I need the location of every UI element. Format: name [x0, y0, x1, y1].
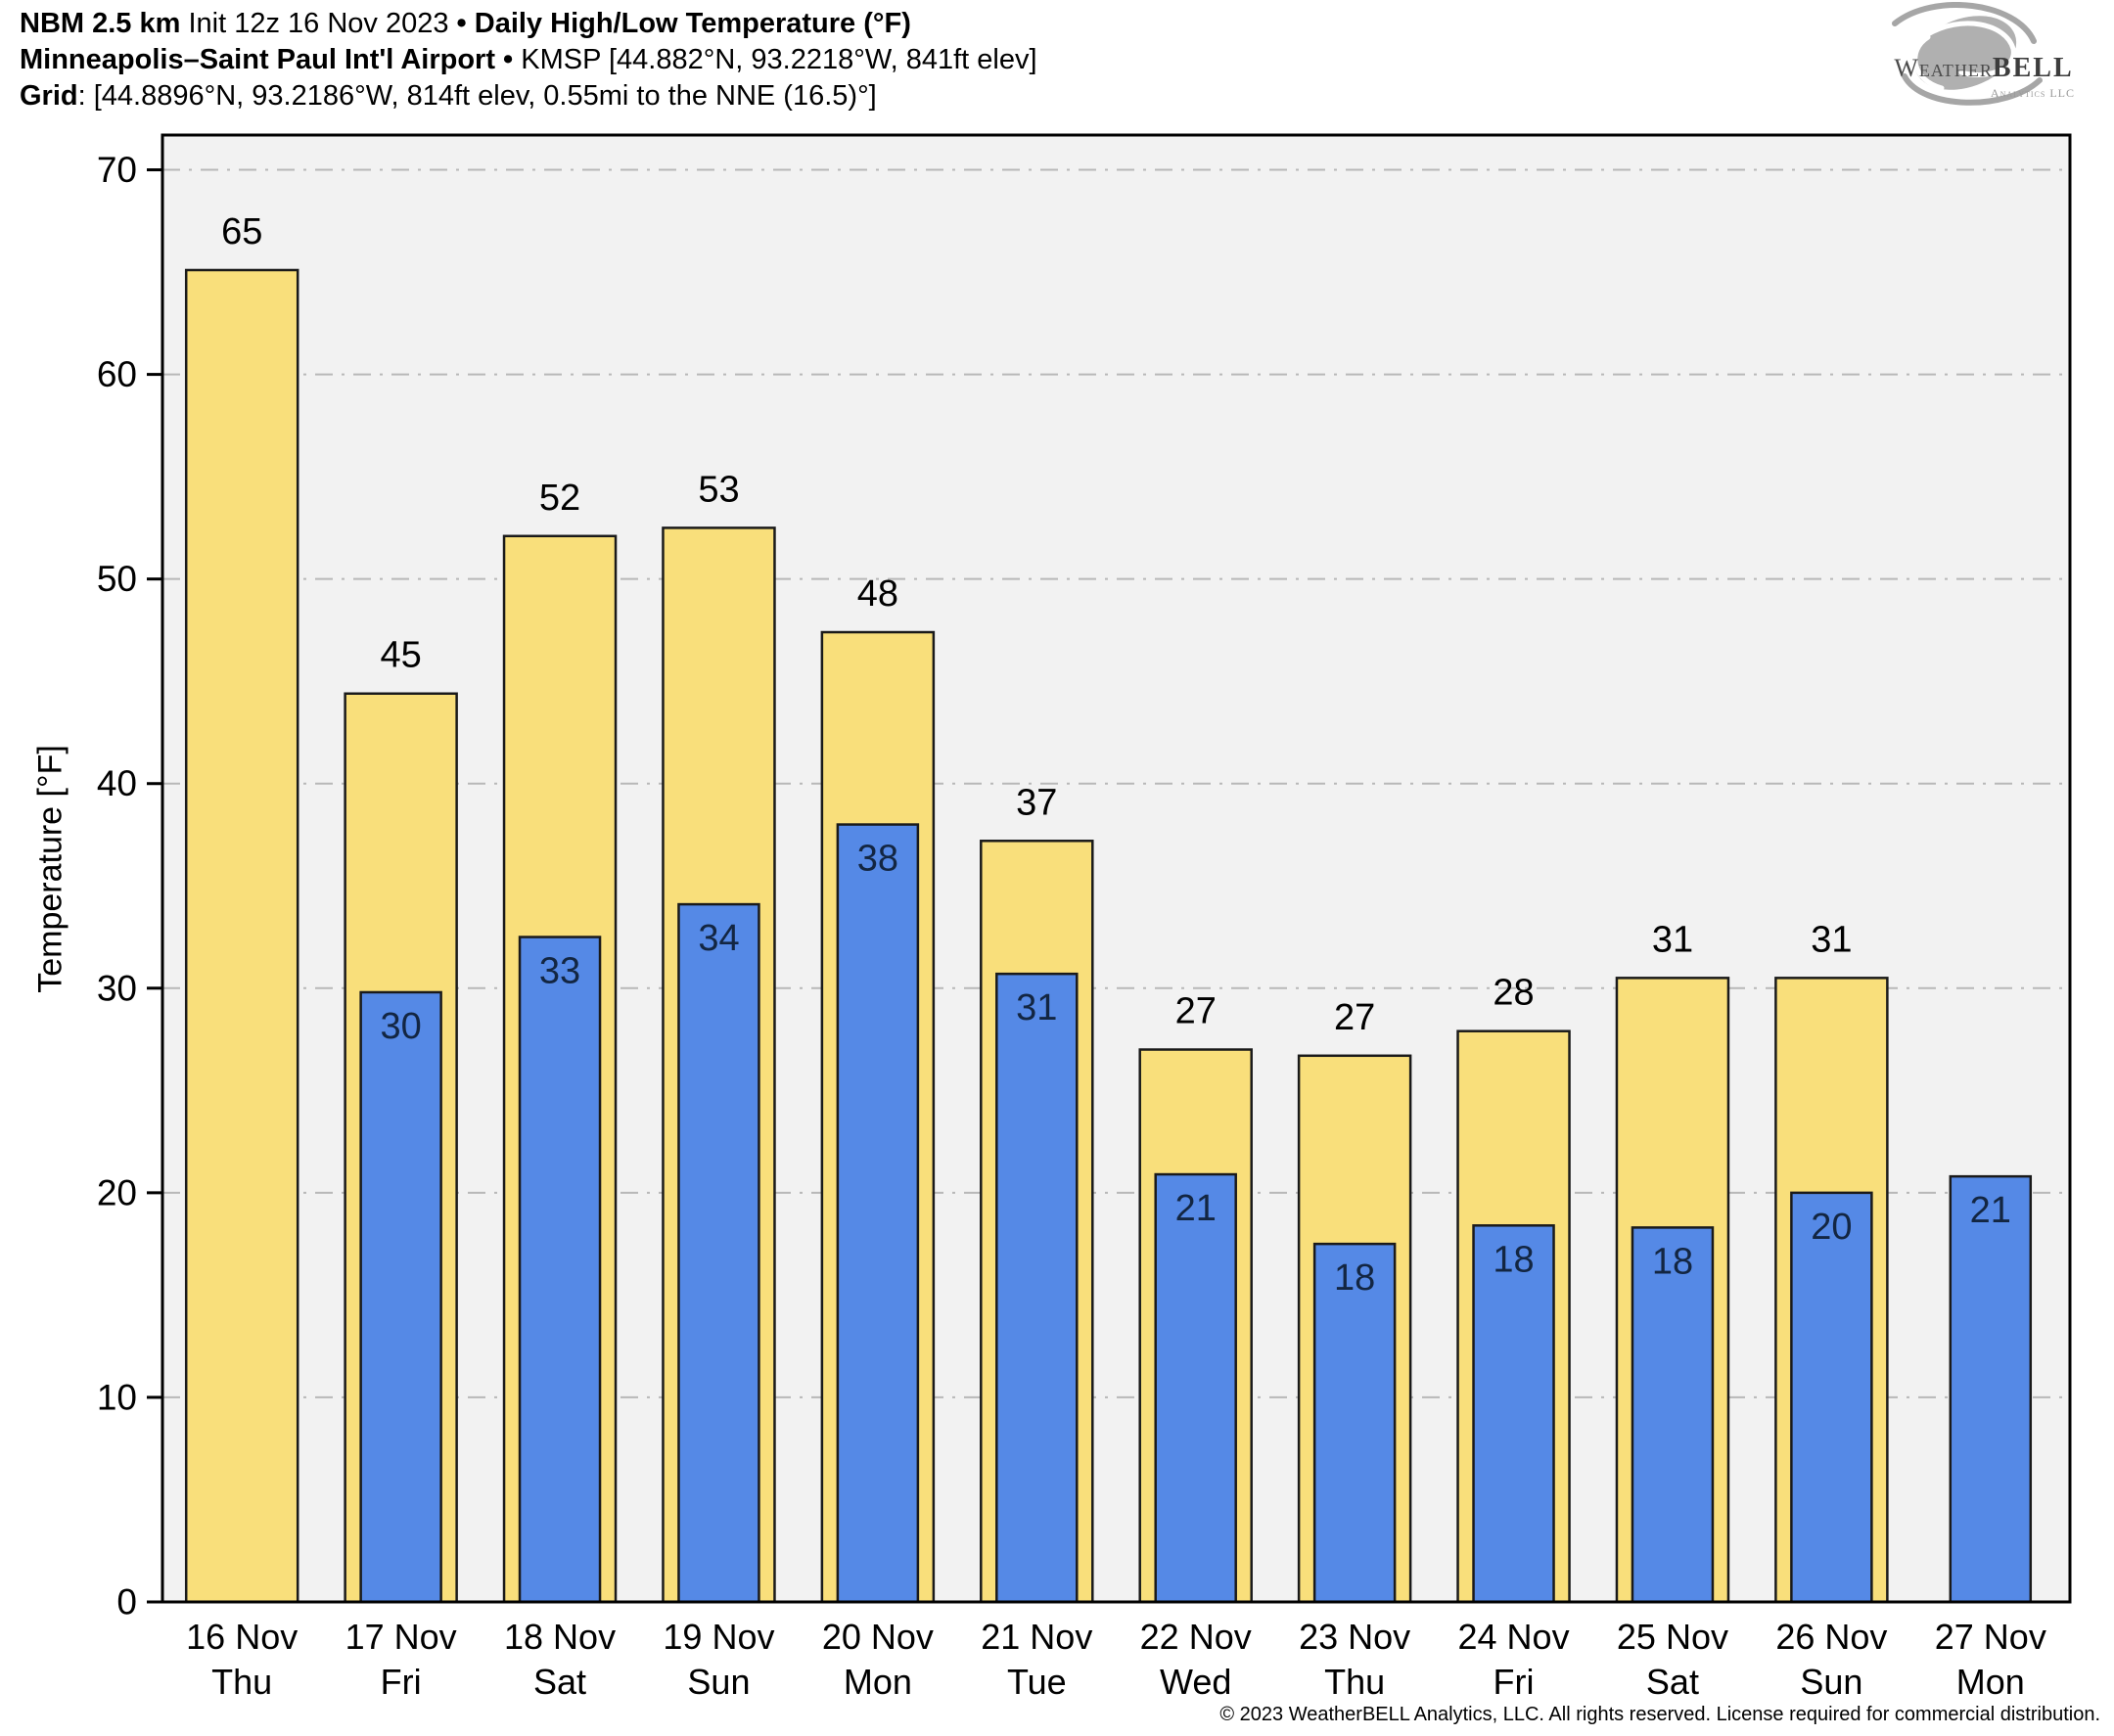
x-tick-date-19-nov: 19 Nov	[663, 1617, 774, 1657]
y-tick-label-70: 70	[97, 150, 137, 190]
bar-low-21-nov	[995, 972, 1079, 1604]
low-value-label-25-nov: 18	[1652, 1241, 1693, 1282]
bar-low-19-nov	[677, 902, 760, 1604]
grid-label: Grid	[20, 80, 78, 112]
x-tick-date-18-nov: 18 Nov	[504, 1617, 616, 1657]
header-line-2: Minneapolis–Saint Paul Int'l Airport • K…	[20, 42, 1037, 78]
logo-subtitle: Analytics LLC	[1990, 86, 2075, 100]
x-tick-day-23-nov: Thu	[1324, 1662, 1385, 1702]
low-value-label-24-nov: 18	[1493, 1239, 1534, 1280]
low-value-label-17-nov: 30	[380, 1006, 421, 1047]
x-tick-day-24-nov: Fri	[1494, 1662, 1535, 1702]
x-tick-day-27-nov: Mon	[1956, 1662, 2025, 1702]
bar-low-26-nov	[1790, 1191, 1873, 1604]
low-value-label-18-nov: 33	[539, 951, 580, 992]
station-info: KMSP [44.882°N, 93.2218°W, 841ft elev]	[521, 44, 1037, 75]
high-value-label-23-nov: 27	[1334, 997, 1375, 1038]
x-tick-day-25-nov: Sat	[1646, 1662, 1699, 1702]
high-value-label-21-nov: 37	[1016, 782, 1057, 823]
high-value-label-17-nov: 45	[380, 635, 421, 676]
high-value-label-24-nov: 28	[1493, 973, 1534, 1014]
x-tick-day-19-nov: Sun	[687, 1662, 750, 1702]
high-value-label-19-nov: 53	[698, 469, 739, 510]
x-tick-date-20-nov: 20 Nov	[822, 1617, 934, 1657]
y-tick-label-50: 50	[97, 559, 137, 599]
low-value-label-20-nov: 38	[857, 839, 898, 880]
chart-header: NBM 2.5 km Init 12z 16 Nov 2023 • Daily …	[20, 6, 1037, 114]
low-value-label-21-nov: 31	[1016, 987, 1057, 1028]
grid-info: : [44.8896°N, 93.2186°W, 814ft elev, 0.5…	[77, 80, 877, 112]
x-tick-date-26-nov: 26 Nov	[1775, 1617, 1887, 1657]
header-line-1: NBM 2.5 km Init 12z 16 Nov 2023 • Daily …	[20, 6, 1037, 42]
header-line-3: Grid: [44.8896°N, 93.2186°W, 814ft elev,…	[20, 78, 1037, 114]
station-name: Minneapolis–Saint Paul Int'l Airport	[20, 44, 495, 75]
separator-dot: •	[456, 8, 467, 39]
x-tick-date-25-nov: 25 Nov	[1617, 1617, 1728, 1657]
copyright-notice: © 2023 WeatherBELL Analytics, LLC. All r…	[1219, 1704, 2100, 1725]
x-tick-day-16-nov: Thu	[211, 1662, 272, 1702]
model-name: NBM 2.5 km	[20, 8, 181, 39]
y-tick-label-20: 20	[97, 1172, 137, 1212]
logo-bell-text: BELL	[1992, 53, 2074, 83]
high-value-label-20-nov: 48	[857, 573, 898, 615]
x-tick-date-23-nov: 23 Nov	[1299, 1617, 1410, 1657]
bar-low-18-nov	[518, 936, 602, 1604]
bar-low-22-nov	[1154, 1172, 1237, 1604]
x-tick-day-20-nov: Mon	[844, 1662, 912, 1702]
weatherbell-logo: WeatherBELL Analytics LLC	[1867, 2, 2092, 110]
x-tick-date-16-nov: 16 Nov	[186, 1617, 298, 1657]
high-value-label-22-nov: 27	[1175, 991, 1217, 1032]
bar-high-16-nov	[184, 268, 299, 1604]
hurricane-swirl-icon	[1892, 2, 2043, 106]
x-tick-day-18-nov: Sat	[533, 1662, 586, 1702]
y-tick-label-30: 30	[97, 968, 137, 1008]
low-value-label-27-nov: 21	[1970, 1190, 2011, 1231]
x-tick-day-22-nov: Wed	[1160, 1662, 1231, 1702]
init-time: Init 12z 16 Nov 2023	[188, 8, 449, 39]
x-tick-day-21-nov: Tue	[1007, 1662, 1067, 1702]
high-value-label-26-nov: 31	[1811, 919, 1852, 960]
x-tick-date-22-nov: 22 Nov	[1140, 1617, 1252, 1657]
x-tick-day-26-nov: Sun	[1800, 1662, 1862, 1702]
low-value-label-22-nov: 21	[1175, 1188, 1217, 1229]
logo-wordmark: WeatherBELL	[1875, 53, 2092, 84]
x-tick-date-21-nov: 21 Nov	[981, 1617, 1092, 1657]
high-value-label-18-nov: 52	[539, 478, 580, 519]
y-tick-label-60: 60	[97, 354, 137, 394]
low-value-label-19-nov: 34	[698, 918, 739, 959]
bar-low-17-nov	[359, 990, 442, 1604]
bar-low-20-nov	[836, 823, 920, 1604]
y-tick-label-0: 0	[116, 1582, 137, 1622]
low-value-label-26-nov: 20	[1811, 1207, 1852, 1248]
plot-border	[161, 133, 2072, 1604]
plot-background	[162, 135, 2070, 1602]
y-tick-label-10: 10	[97, 1377, 137, 1417]
y-tick-label-40: 40	[97, 763, 137, 803]
x-tick-day-17-nov: Fri	[381, 1662, 422, 1702]
chart-title: Daily High/Low Temperature (°F)	[474, 8, 911, 39]
bar-low-27-nov	[1949, 1174, 2033, 1604]
x-tick-date-17-nov: 17 Nov	[345, 1617, 457, 1657]
x-tick-date-27-nov: 27 Nov	[1935, 1617, 2046, 1657]
low-value-label-23-nov: 18	[1334, 1257, 1375, 1299]
separator-dot: •	[503, 44, 514, 75]
bar-low-24-nov	[1472, 1224, 1555, 1604]
high-value-label-16-nov: 65	[221, 211, 262, 252]
logo-weather-text: Weather	[1894, 54, 1993, 82]
bar-low-25-nov	[1631, 1226, 1715, 1604]
x-tick-date-24-nov: 24 Nov	[1458, 1617, 1570, 1657]
high-value-label-25-nov: 31	[1652, 919, 1693, 960]
